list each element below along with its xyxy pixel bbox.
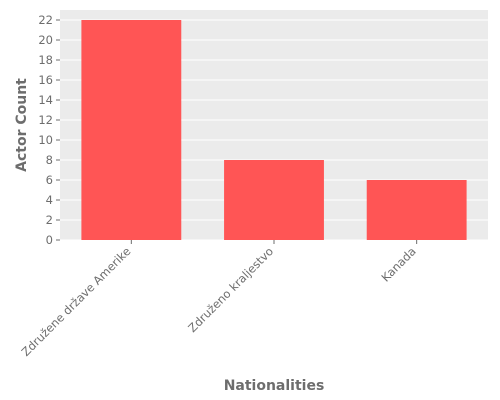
y-axis-title: Actor Count	[14, 78, 30, 172]
y-tick-label: 12	[38, 113, 53, 127]
y-tick-label: 14	[38, 93, 53, 107]
y-tick-label: 4	[46, 193, 53, 207]
x-tick-label: Kanada	[378, 244, 418, 284]
x-tick-label: Združeno kraljestvo	[185, 244, 276, 335]
x-axis-ticks: Združene države Amerike Združeno kraljest…	[19, 240, 419, 359]
y-tick-label: 20	[38, 33, 53, 47]
y-tick-label: 2	[46, 213, 53, 227]
y-tick-label: 10	[38, 133, 53, 147]
x-axis-title: Nationalities	[224, 378, 325, 394]
y-tick-label: 18	[38, 53, 53, 67]
bar	[224, 160, 324, 240]
y-tick-label: 22	[38, 13, 53, 27]
bar	[366, 180, 467, 240]
y-tick-label: 0	[46, 233, 53, 247]
y-tick-label: 16	[38, 73, 53, 87]
y-tick-label: 6	[46, 173, 53, 187]
bar	[81, 20, 182, 240]
y-axis-ticks: 0 2 4 6 8 10 12 14 16 18 20 22	[38, 13, 60, 247]
bars	[81, 20, 467, 240]
x-tick-label: Združene države Amerike	[19, 244, 134, 359]
y-tick-label: 8	[46, 153, 53, 167]
